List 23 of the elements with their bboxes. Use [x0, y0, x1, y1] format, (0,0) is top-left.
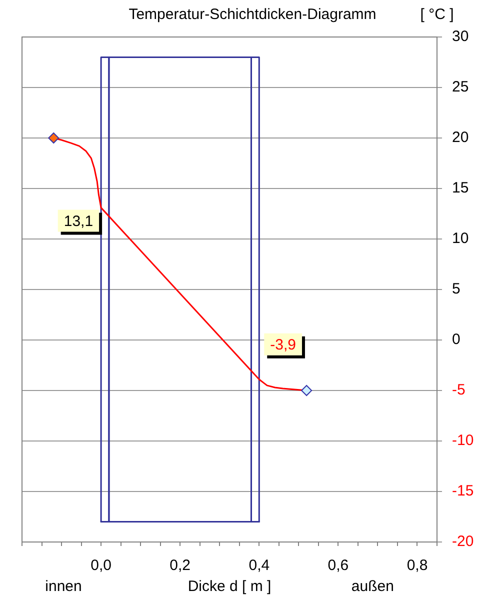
- y-tick-label: 25: [452, 78, 469, 96]
- y-tick-label: 20: [452, 129, 469, 146]
- annotation: -3,9: [270, 336, 296, 354]
- x-tick-label: 0,2: [170, 557, 191, 574]
- y-tick-label: -5: [452, 382, 466, 399]
- chart-title: Temperatur-Schichtdicken-Diagramm: [128, 6, 376, 24]
- y-tick-label: 15: [452, 180, 469, 197]
- y-tick-label: -15: [452, 482, 474, 500]
- annotation: 13,1: [64, 212, 94, 230]
- x-tick-label: 0,4: [248, 557, 270, 574]
- y-tick-label: -10: [452, 432, 474, 450]
- x-axis-title: Dicke d [ m ]: [188, 578, 272, 596]
- x-tick-label: 0,0: [90, 557, 112, 574]
- y-tick-label: 30: [452, 28, 469, 46]
- y-tick-label: 5: [452, 280, 460, 298]
- y-axis-title: [ °C ]: [420, 6, 454, 24]
- text: außen: [351, 578, 394, 596]
- y-tick-label: 10: [452, 230, 469, 248]
- y-tick-label: 0: [452, 331, 460, 348]
- y-tick-label: -20: [452, 533, 474, 550]
- x-tick-label: 0,6: [328, 557, 349, 574]
- text: innen: [45, 578, 82, 596]
- x-tick-label: 0,8: [406, 557, 428, 574]
